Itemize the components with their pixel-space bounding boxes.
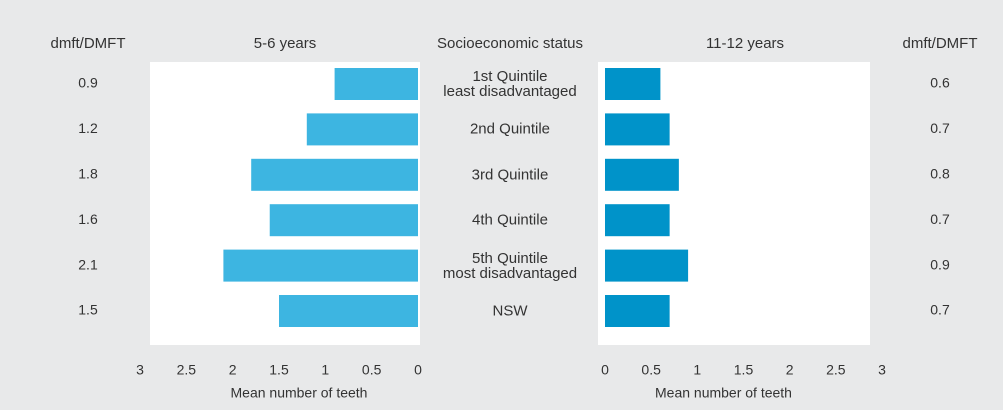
category-label: 1st Quintile least disadvantaged [443,68,577,100]
x-tick-label: 2.5 [177,362,197,378]
bar [269,204,418,237]
category-label: 3rd Quintile [471,166,549,184]
x-tick-label: 1 [693,362,701,378]
value-label: 0.8 [930,166,950,182]
x-tick-label: 0.5 [641,362,661,378]
bar [251,158,418,191]
value-label: 0.6 [930,75,950,91]
bar [306,113,418,146]
value-column-title: dmft/DMFT [903,35,978,52]
value-label: 0.9 [930,256,950,272]
x-axis-title: Mean number of teeth [655,385,792,401]
value-label: 0.7 [930,120,950,136]
bar [334,68,418,100]
value-label: 0.7 [930,211,950,227]
value-label: 0.7 [930,302,950,318]
x-tick-label: 2.5 [826,362,846,378]
category-label: 5th Quintile most disadvantaged [442,249,578,282]
chart-title: 11-12 years [706,35,784,52]
value-label: 0.9 [78,75,98,91]
value-label: 1.8 [78,166,98,182]
x-tick-label: 1.5 [734,362,754,378]
chart-title: 5-6 years [254,35,317,52]
x-tick-label: 1 [321,362,329,378]
value-label: 2.1 [78,256,98,272]
x-tick-label: 3 [136,362,144,378]
categories-title: Socioeconomic status [437,35,583,52]
bar [605,204,670,237]
bar [605,249,689,282]
x-tick-label: 2 [229,362,237,378]
bar [605,295,670,327]
x-tick-label: 0 [414,362,422,378]
bar [279,295,418,327]
bar [223,249,418,282]
x-tick-label: 2 [786,362,794,378]
x-axis-title: Mean number of teeth [231,385,368,401]
x-tick-label: 3 [878,362,886,378]
value-label: 1.5 [78,302,98,318]
x-tick-label: 1.5 [269,362,289,378]
category-label: 4th Quintile [472,211,548,229]
category-label: NSW [492,302,528,320]
bar [605,113,670,146]
bar [605,68,661,100]
value-label: 1.6 [78,211,98,227]
value-column-title: dmft/DMFT [51,35,126,52]
x-tick-label: 0 [601,362,609,378]
category-label: 2nd Quintile [469,120,551,138]
value-label: 1.2 [78,120,98,136]
bar [605,158,679,191]
x-tick-label: 0.5 [362,362,382,378]
